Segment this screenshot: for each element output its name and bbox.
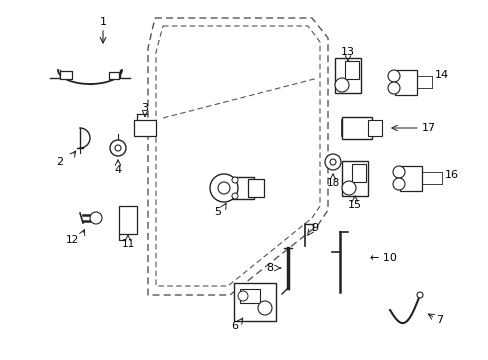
Text: 18: 18: [325, 178, 339, 188]
Text: 3: 3: [141, 103, 148, 113]
Bar: [367, 120, 381, 136]
Text: 7: 7: [436, 315, 443, 325]
Bar: [234, 283, 275, 321]
Circle shape: [218, 182, 229, 194]
Text: 14: 14: [434, 70, 448, 80]
Bar: [119, 206, 137, 234]
Text: 15: 15: [347, 200, 361, 210]
Text: 2: 2: [56, 157, 63, 167]
Bar: [240, 289, 260, 303]
Bar: [341, 161, 367, 195]
Bar: [345, 61, 358, 79]
Text: 12: 12: [65, 235, 79, 245]
Text: 8: 8: [266, 263, 273, 273]
Bar: [134, 120, 156, 136]
Circle shape: [110, 140, 126, 156]
Circle shape: [387, 70, 399, 82]
Text: 13: 13: [340, 47, 354, 57]
Circle shape: [392, 166, 404, 178]
Bar: [351, 164, 365, 182]
Circle shape: [329, 159, 335, 165]
Text: 16: 16: [444, 170, 458, 180]
Text: 11: 11: [121, 239, 134, 249]
Text: ← 10: ← 10: [369, 253, 396, 263]
Bar: [247, 179, 264, 197]
Circle shape: [325, 154, 340, 170]
Circle shape: [392, 178, 404, 190]
Text: 17: 17: [421, 123, 435, 133]
Circle shape: [90, 212, 102, 224]
Bar: [399, 166, 421, 190]
Bar: [341, 117, 371, 139]
Circle shape: [115, 145, 121, 151]
Circle shape: [416, 292, 422, 298]
Circle shape: [209, 174, 238, 202]
Circle shape: [258, 301, 271, 315]
Circle shape: [341, 181, 355, 195]
Bar: [60, 71, 72, 79]
Text: 1: 1: [99, 17, 106, 27]
Text: 6: 6: [231, 321, 238, 331]
Circle shape: [231, 193, 238, 199]
Text: 5: 5: [214, 207, 221, 217]
Circle shape: [387, 82, 399, 94]
Circle shape: [231, 177, 238, 183]
Bar: [109, 72, 119, 78]
Text: 9: 9: [311, 223, 318, 233]
Bar: [394, 69, 416, 94]
Bar: [216, 177, 253, 199]
Circle shape: [238, 291, 247, 301]
Circle shape: [334, 78, 348, 92]
Text: 4: 4: [114, 165, 122, 175]
Bar: [334, 58, 360, 93]
